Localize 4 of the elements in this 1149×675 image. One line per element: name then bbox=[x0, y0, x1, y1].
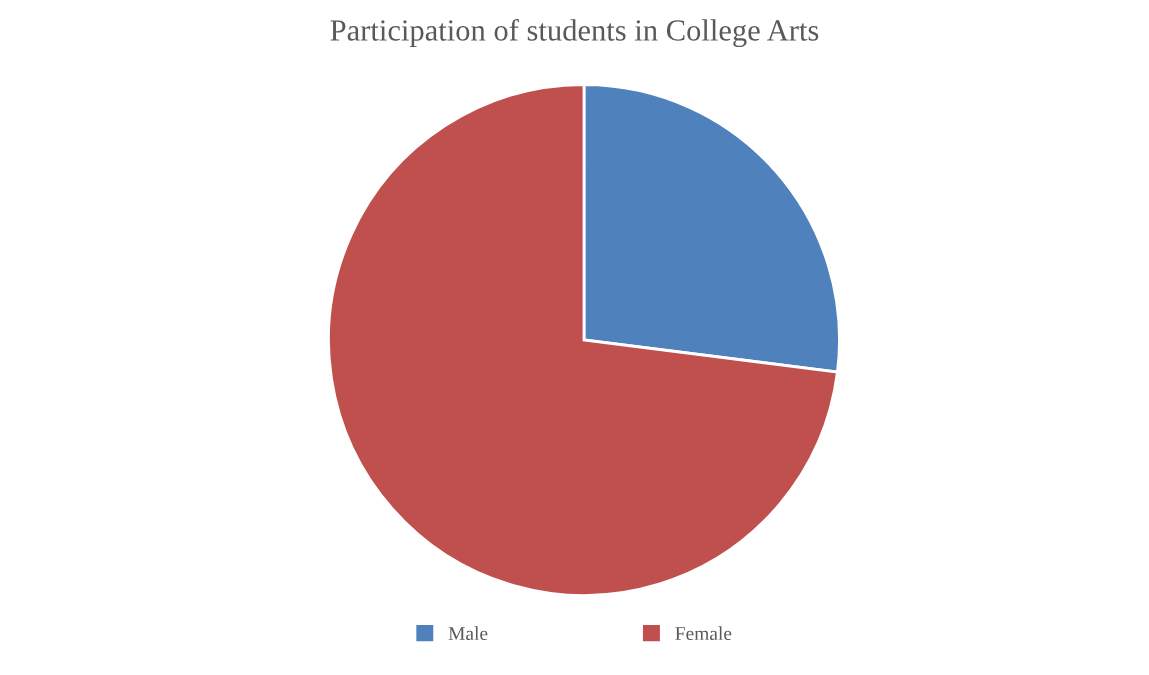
pie-slice bbox=[327, 83, 839, 597]
legend-label: Male bbox=[448, 626, 488, 641]
chart-title: Participation of students in College Arts bbox=[330, 18, 819, 48]
legend-label: Female bbox=[675, 626, 732, 641]
